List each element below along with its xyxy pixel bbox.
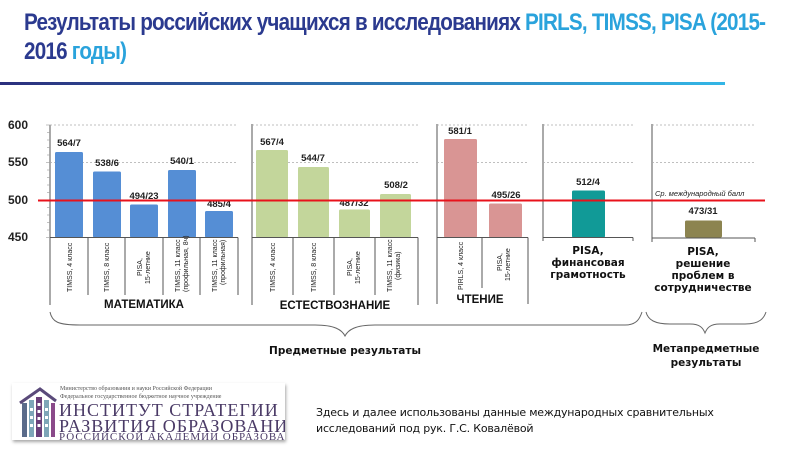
- bar-reading-pisa: [489, 203, 522, 238]
- page-title: Результаты российских учащихся в исследо…: [24, 8, 789, 66]
- y-tick-450: 450: [8, 230, 28, 244]
- value-label: 485/4: [207, 199, 231, 210]
- category-label: TIMSS, 11 класс: [175, 239, 182, 292]
- collaboration-panel: 473/31 PISA, решение проблем в сотруднич…: [651, 124, 756, 294]
- reading-panel: 581/1 495/26 PIRLS, 4 класс PISA, 15-лет…: [436, 124, 529, 306]
- value-label: 544/7: [301, 153, 325, 164]
- value-label: 512/4: [576, 177, 600, 188]
- brace-subject: Предметные результаты: [49, 311, 643, 357]
- finance-caption: грамотность: [550, 269, 626, 281]
- finance-caption: финансовая: [551, 257, 624, 269]
- category-label: (профильная, 8ч): [183, 235, 190, 292]
- value-label: 495/26: [491, 190, 520, 201]
- finance-caption: PISA,: [572, 245, 603, 257]
- math-panel: 564/7 538/6 494/23 540/1 485/4 TIMSS, 4 …: [50, 124, 239, 311]
- category-label: (физика): [395, 251, 402, 280]
- reference-line-label: Ср. международный балл: [655, 189, 745, 198]
- finance-panel: 512/4 PISA, финансовая грамотность: [542, 124, 634, 281]
- value-label: 487/32: [339, 198, 368, 209]
- category-label: 15-летние: [505, 248, 512, 281]
- value-label: 567/4: [260, 137, 284, 148]
- brace-meta: Метапредметные результаты: [645, 311, 767, 369]
- bar-science-timss8: [298, 167, 329, 238]
- building-icon: [19, 387, 57, 437]
- bar-math-timss4: [55, 152, 83, 238]
- category-label: (профильная): [220, 240, 227, 285]
- category-label: TIMSS, 4 класс: [270, 242, 277, 292]
- y-axis: 600 550 500 450: [8, 118, 51, 305]
- brace-label-subject: Предметные результаты: [269, 345, 421, 357]
- bar-math-timss11-8h: [168, 170, 196, 238]
- value-label: 494/23: [129, 191, 158, 202]
- category-label: TIMSS, 8 класс: [311, 242, 318, 292]
- title-part-3: 2016: [24, 38, 68, 65]
- logo-line-academy: РОССИЙСКОЙ АКАДЕМИИ ОБРАЗОВАНИЯ: [59, 431, 285, 440]
- footnote-line-2: исследований под рук. Г.С. Ковалёвой: [316, 422, 534, 435]
- category-label: TIMSS, 8 класс: [104, 242, 111, 292]
- bar-math-timss11: [205, 211, 233, 238]
- value-label: 581/1: [448, 126, 472, 137]
- bar-science-timss4: [256, 150, 288, 238]
- science-panel: 567/4 544/7 487/32 508/2 TIMSS, 4 класс …: [251, 124, 419, 312]
- logo-line-federal: Федеральное государственное бюджетное на…: [60, 394, 222, 400]
- collaboration-caption: проблем в: [671, 270, 734, 282]
- category-label: PIRLS, 4 класс: [458, 241, 465, 290]
- category-label: TIMSS, 4 класс: [67, 242, 74, 292]
- institute-logo: Министерство образования и науки Российс…: [12, 383, 285, 440]
- brace-label-meta-1: Метапредметные: [653, 343, 760, 355]
- bar-math-timss8: [93, 171, 121, 238]
- results-chart: .tick { font-family: "Liberation Sans", …: [8, 118, 767, 369]
- bar-math-pisa: [130, 204, 158, 238]
- y-tick-500: 500: [8, 193, 28, 207]
- collaboration-caption: PISA,: [687, 246, 718, 258]
- value-label: 508/2: [384, 180, 408, 191]
- category-label: 15-летние: [145, 251, 152, 284]
- collaboration-caption: сотрудничестве: [654, 282, 751, 294]
- logo-line-institute: ИНСТИТУТ СТРАТЕГИИ: [59, 400, 279, 420]
- category-label: TIMSS, 11 класс: [387, 239, 394, 292]
- value-label: 564/7: [57, 138, 81, 149]
- category-label: TIMSS, 11 класс: [212, 239, 219, 292]
- bar-collaboration-pisa: [685, 220, 722, 238]
- bar-science-pisa: [339, 209, 370, 238]
- group-label-math: МАТЕМАТИКА: [104, 299, 184, 311]
- bar-science-timss11: [380, 194, 411, 238]
- y-tick-600: 600: [8, 118, 28, 132]
- collaboration-caption: решение: [676, 258, 731, 270]
- category-label: PISA,: [137, 258, 144, 276]
- title-underline: [0, 82, 725, 85]
- category-label: PISA,: [347, 258, 354, 276]
- value-label: 473/31: [688, 206, 718, 217]
- group-label-reading: ЧТЕНИЕ: [456, 294, 503, 306]
- logo-line-ministry: Министерство образования и науки Российс…: [60, 386, 212, 392]
- category-label: PISA,: [497, 253, 504, 271]
- category-label: 15-летние: [355, 251, 362, 284]
- brace-label-meta-2: результаты: [671, 357, 742, 369]
- value-label: 538/6: [95, 158, 119, 169]
- bar-finance-pisa: [572, 190, 605, 238]
- title-part-1: Результаты российских учащихся в исследо…: [24, 9, 526, 36]
- value-label: 540/1: [170, 156, 194, 167]
- group-label-science: ЕСТЕСТВОЗНАНИЕ: [280, 300, 391, 312]
- title-part-2: PIRLS, TIMSS, PISA (2015-: [525, 9, 766, 36]
- footnote: Здесь и далее использованы данные междун…: [316, 405, 736, 437]
- y-tick-550: 550: [8, 155, 28, 169]
- footnote-line-1: Здесь и далее использованы данные междун…: [316, 406, 714, 419]
- title-part-4: годы): [66, 38, 127, 65]
- bar-reading-pirls: [444, 139, 477, 238]
- logo-line-development: РАЗВИТИЯ ОБРАЗОВАНИЯ: [59, 416, 285, 436]
- reference-line: Ср. международный балл: [38, 189, 765, 202]
